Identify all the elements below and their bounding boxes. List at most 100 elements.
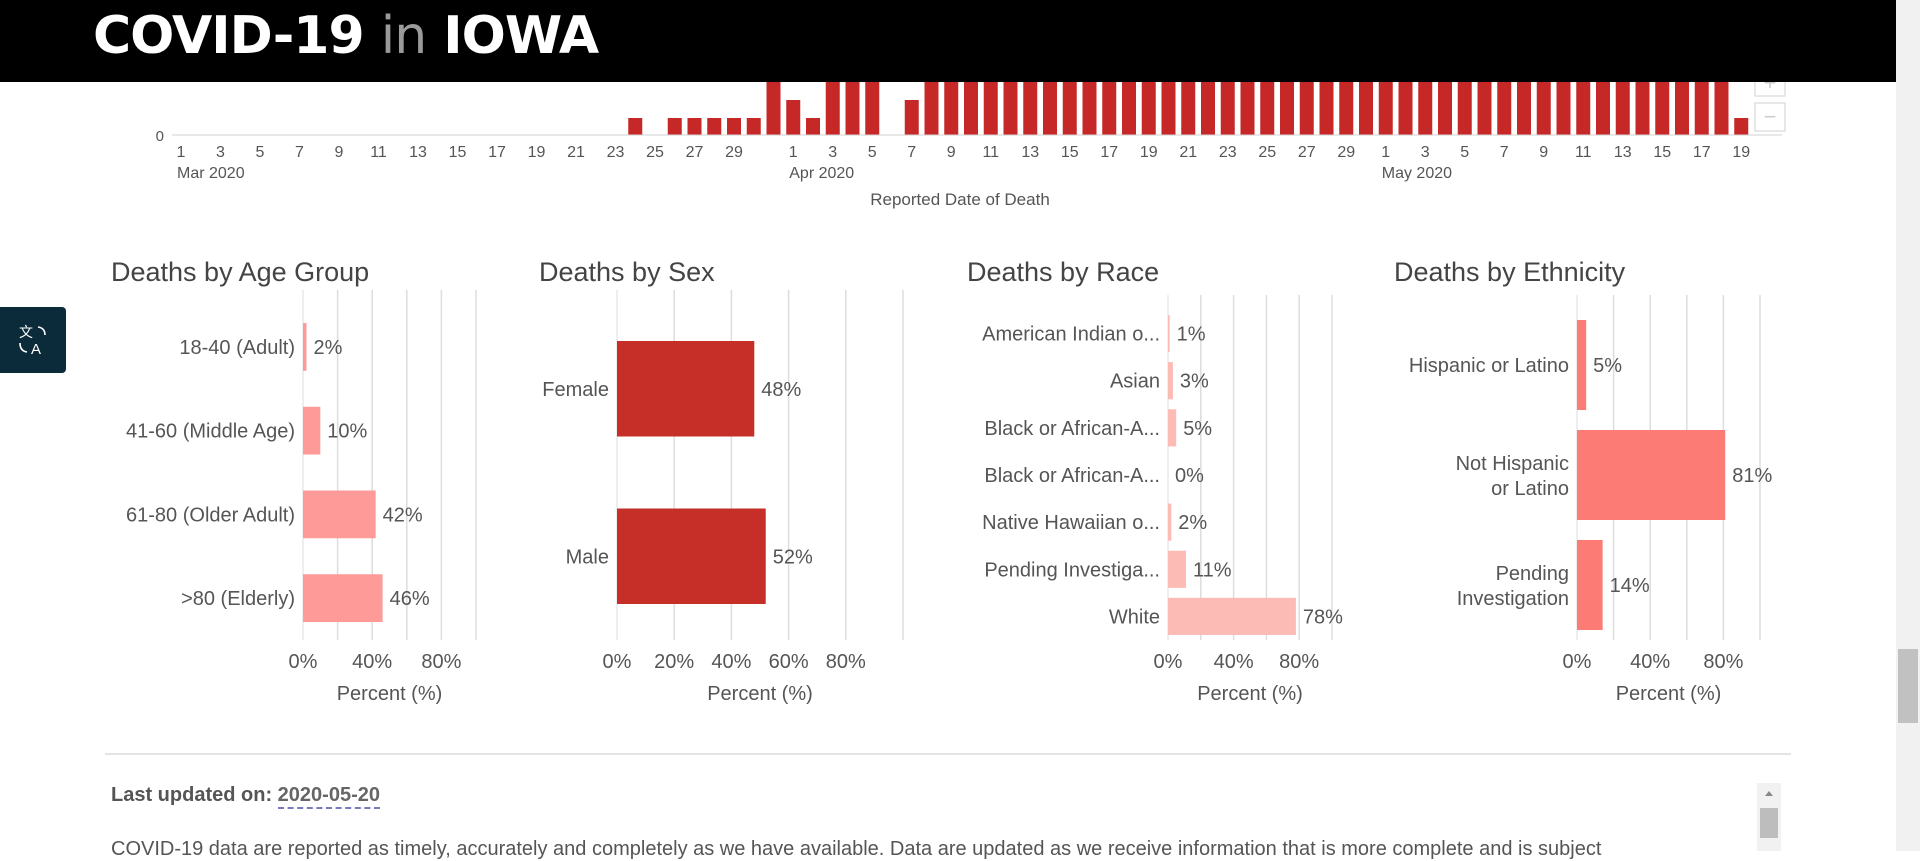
- x-tick-label: 80%: [1279, 651, 1319, 673]
- timeline-bar[interactable]: [1122, 82, 1136, 135]
- bar[interactable]: [1168, 315, 1170, 353]
- timeline-bar[interactable]: [1102, 82, 1117, 135]
- timeline-bar[interactable]: [1220, 82, 1235, 135]
- category-label: 61-80 (Older Adult): [126, 504, 295, 526]
- timeline-tick-label: 17: [1693, 144, 1711, 161]
- timeline-bar[interactable]: [1023, 82, 1038, 135]
- timeline-bar[interactable]: [1714, 82, 1729, 135]
- plus-icon: +: [1764, 82, 1777, 95]
- timeline-bar[interactable]: [1655, 82, 1670, 135]
- bar[interactable]: [303, 574, 383, 622]
- bar[interactable]: [1168, 409, 1177, 447]
- timeline-bar[interactable]: [1062, 82, 1077, 135]
- bar[interactable]: [1577, 430, 1726, 520]
- svg-text:文: 文: [19, 324, 33, 340]
- x-tick-label: 80%: [826, 651, 866, 673]
- bar[interactable]: [303, 490, 376, 539]
- timeline-bar[interactable]: [1280, 82, 1294, 135]
- bar[interactable]: [1168, 550, 1187, 588]
- x-tick-label: 0%: [289, 651, 318, 673]
- x-tick-label: 40%: [1630, 651, 1670, 673]
- bar[interactable]: [617, 341, 755, 437]
- timeline-bar[interactable]: [983, 82, 998, 135]
- timeline-bar[interactable]: [1003, 82, 1018, 135]
- zoom-out-button[interactable]: −: [1754, 102, 1786, 132]
- timeline-bar[interactable]: [1141, 82, 1156, 135]
- bar[interactable]: [1577, 320, 1587, 410]
- timeline-bar[interactable]: [1477, 82, 1492, 135]
- bar[interactable]: [1168, 597, 1296, 635]
- notes-scroll-thumb[interactable]: [1760, 808, 1778, 838]
- timeline-tick-label: 7: [907, 144, 916, 161]
- bar[interactable]: [1168, 362, 1173, 400]
- timeline-bar[interactable]: [1576, 82, 1591, 135]
- timeline-bar[interactable]: [1517, 82, 1531, 135]
- timeline-bar[interactable]: [727, 118, 741, 135]
- timeline-bar[interactable]: [1734, 118, 1749, 135]
- timeline-bar[interactable]: [766, 82, 781, 135]
- timeline-bar[interactable]: [628, 118, 643, 135]
- timeline-bar[interactable]: [1536, 82, 1551, 135]
- timeline-bar[interactable]: [1418, 82, 1433, 135]
- timeline-bar[interactable]: [1260, 82, 1275, 135]
- timeline-bar[interactable]: [707, 118, 722, 135]
- timeline-bar[interactable]: [845, 82, 860, 135]
- timeline-tick-label: 5: [868, 144, 877, 161]
- bar[interactable]: [1168, 503, 1172, 541]
- last-updated-date[interactable]: 2020-05-20: [277, 784, 380, 809]
- translate-button[interactable]: 文 A: [0, 307, 66, 373]
- timeline-bar[interactable]: [964, 82, 978, 135]
- chart-deaths-by-ethnicity[interactable]: Deaths by Ethnicity 5% Hispanic or Latino 8…: [1394, 257, 1772, 705]
- bar[interactable]: [617, 508, 766, 605]
- timeline-tick-label: 9: [1539, 144, 1548, 161]
- timeline-bar[interactable]: [1181, 82, 1196, 135]
- page-scroll-thumb[interactable]: [1898, 649, 1918, 723]
- timeline-bar[interactable]: [944, 82, 959, 135]
- timeline-bar[interactable]: [1082, 82, 1097, 135]
- bar[interactable]: [1577, 540, 1603, 630]
- x-axis-title: Percent (%): [1197, 683, 1303, 705]
- chart-deaths-by-age-group[interactable]: Deaths by Age Group 2% 18-40 (Adult) 10% 41-…: [111, 257, 477, 705]
- timeline-bar[interactable]: [924, 82, 939, 135]
- timeline-bar[interactable]: [1615, 82, 1630, 135]
- timeline-bar[interactable]: [1694, 82, 1709, 135]
- timeline-tick-label: 25: [646, 144, 664, 161]
- timeline-bar[interactable]: [746, 118, 761, 135]
- timeline-bar[interactable]: [806, 118, 820, 135]
- timeline-bar[interactable]: [687, 118, 702, 135]
- timeline-bar[interactable]: [1359, 82, 1373, 135]
- timeline-bar[interactable]: [667, 118, 682, 135]
- timeline-bar[interactable]: [904, 100, 919, 135]
- bar[interactable]: [303, 406, 321, 455]
- timeline-bar[interactable]: [1240, 82, 1255, 135]
- timeline-bar[interactable]: [1339, 82, 1354, 135]
- timeline-bar[interactable]: [1043, 82, 1057, 135]
- timeline-bar[interactable]: [1319, 82, 1334, 135]
- page-scrollbar[interactable]: [1896, 0, 1920, 851]
- chart-deaths-by-race[interactable]: Deaths by Race 1% American Indian o... 3% As…: [967, 257, 1343, 705]
- timeline-bar[interactable]: [786, 100, 801, 135]
- timeline-bar[interactable]: [825, 82, 840, 135]
- timeline-tick-label: 23: [607, 144, 625, 161]
- timeline-bar[interactable]: [1398, 82, 1413, 135]
- deaths-timeline-chart[interactable]: 0 1 3 5 7 9 11 13 15 17 19 21 23 25 27 29 1 3 5 7 9 11 13 15 17…: [0, 82, 1896, 212]
- category-label: Female: [542, 379, 609, 401]
- timeline-bar[interactable]: [1378, 82, 1393, 135]
- timeline-tick-label: 19: [1732, 144, 1750, 161]
- x-tick-label: 80%: [1703, 651, 1743, 673]
- zoom-in-button[interactable]: +: [1754, 82, 1786, 97]
- timeline-bar[interactable]: [865, 82, 880, 135]
- timeline-bar[interactable]: [1299, 82, 1314, 135]
- timeline-bar[interactable]: [1635, 82, 1650, 135]
- timeline-bar[interactable]: [1596, 82, 1610, 135]
- timeline-bar[interactable]: [1201, 82, 1215, 135]
- timeline-bar[interactable]: [1438, 82, 1452, 135]
- x-axis-title: Percent (%): [337, 683, 443, 705]
- timeline-bar[interactable]: [1457, 82, 1472, 135]
- timeline-bar[interactable]: [1497, 82, 1512, 135]
- timeline-bar[interactable]: [1556, 82, 1571, 135]
- chart-deaths-by-sex[interactable]: Deaths by Sex 48% Female 52% Male 0% 20% 40% 60%…: [539, 257, 904, 705]
- timeline-bar[interactable]: [1675, 82, 1689, 135]
- timeline-bar[interactable]: [1161, 82, 1176, 135]
- bar[interactable]: [303, 323, 307, 371]
